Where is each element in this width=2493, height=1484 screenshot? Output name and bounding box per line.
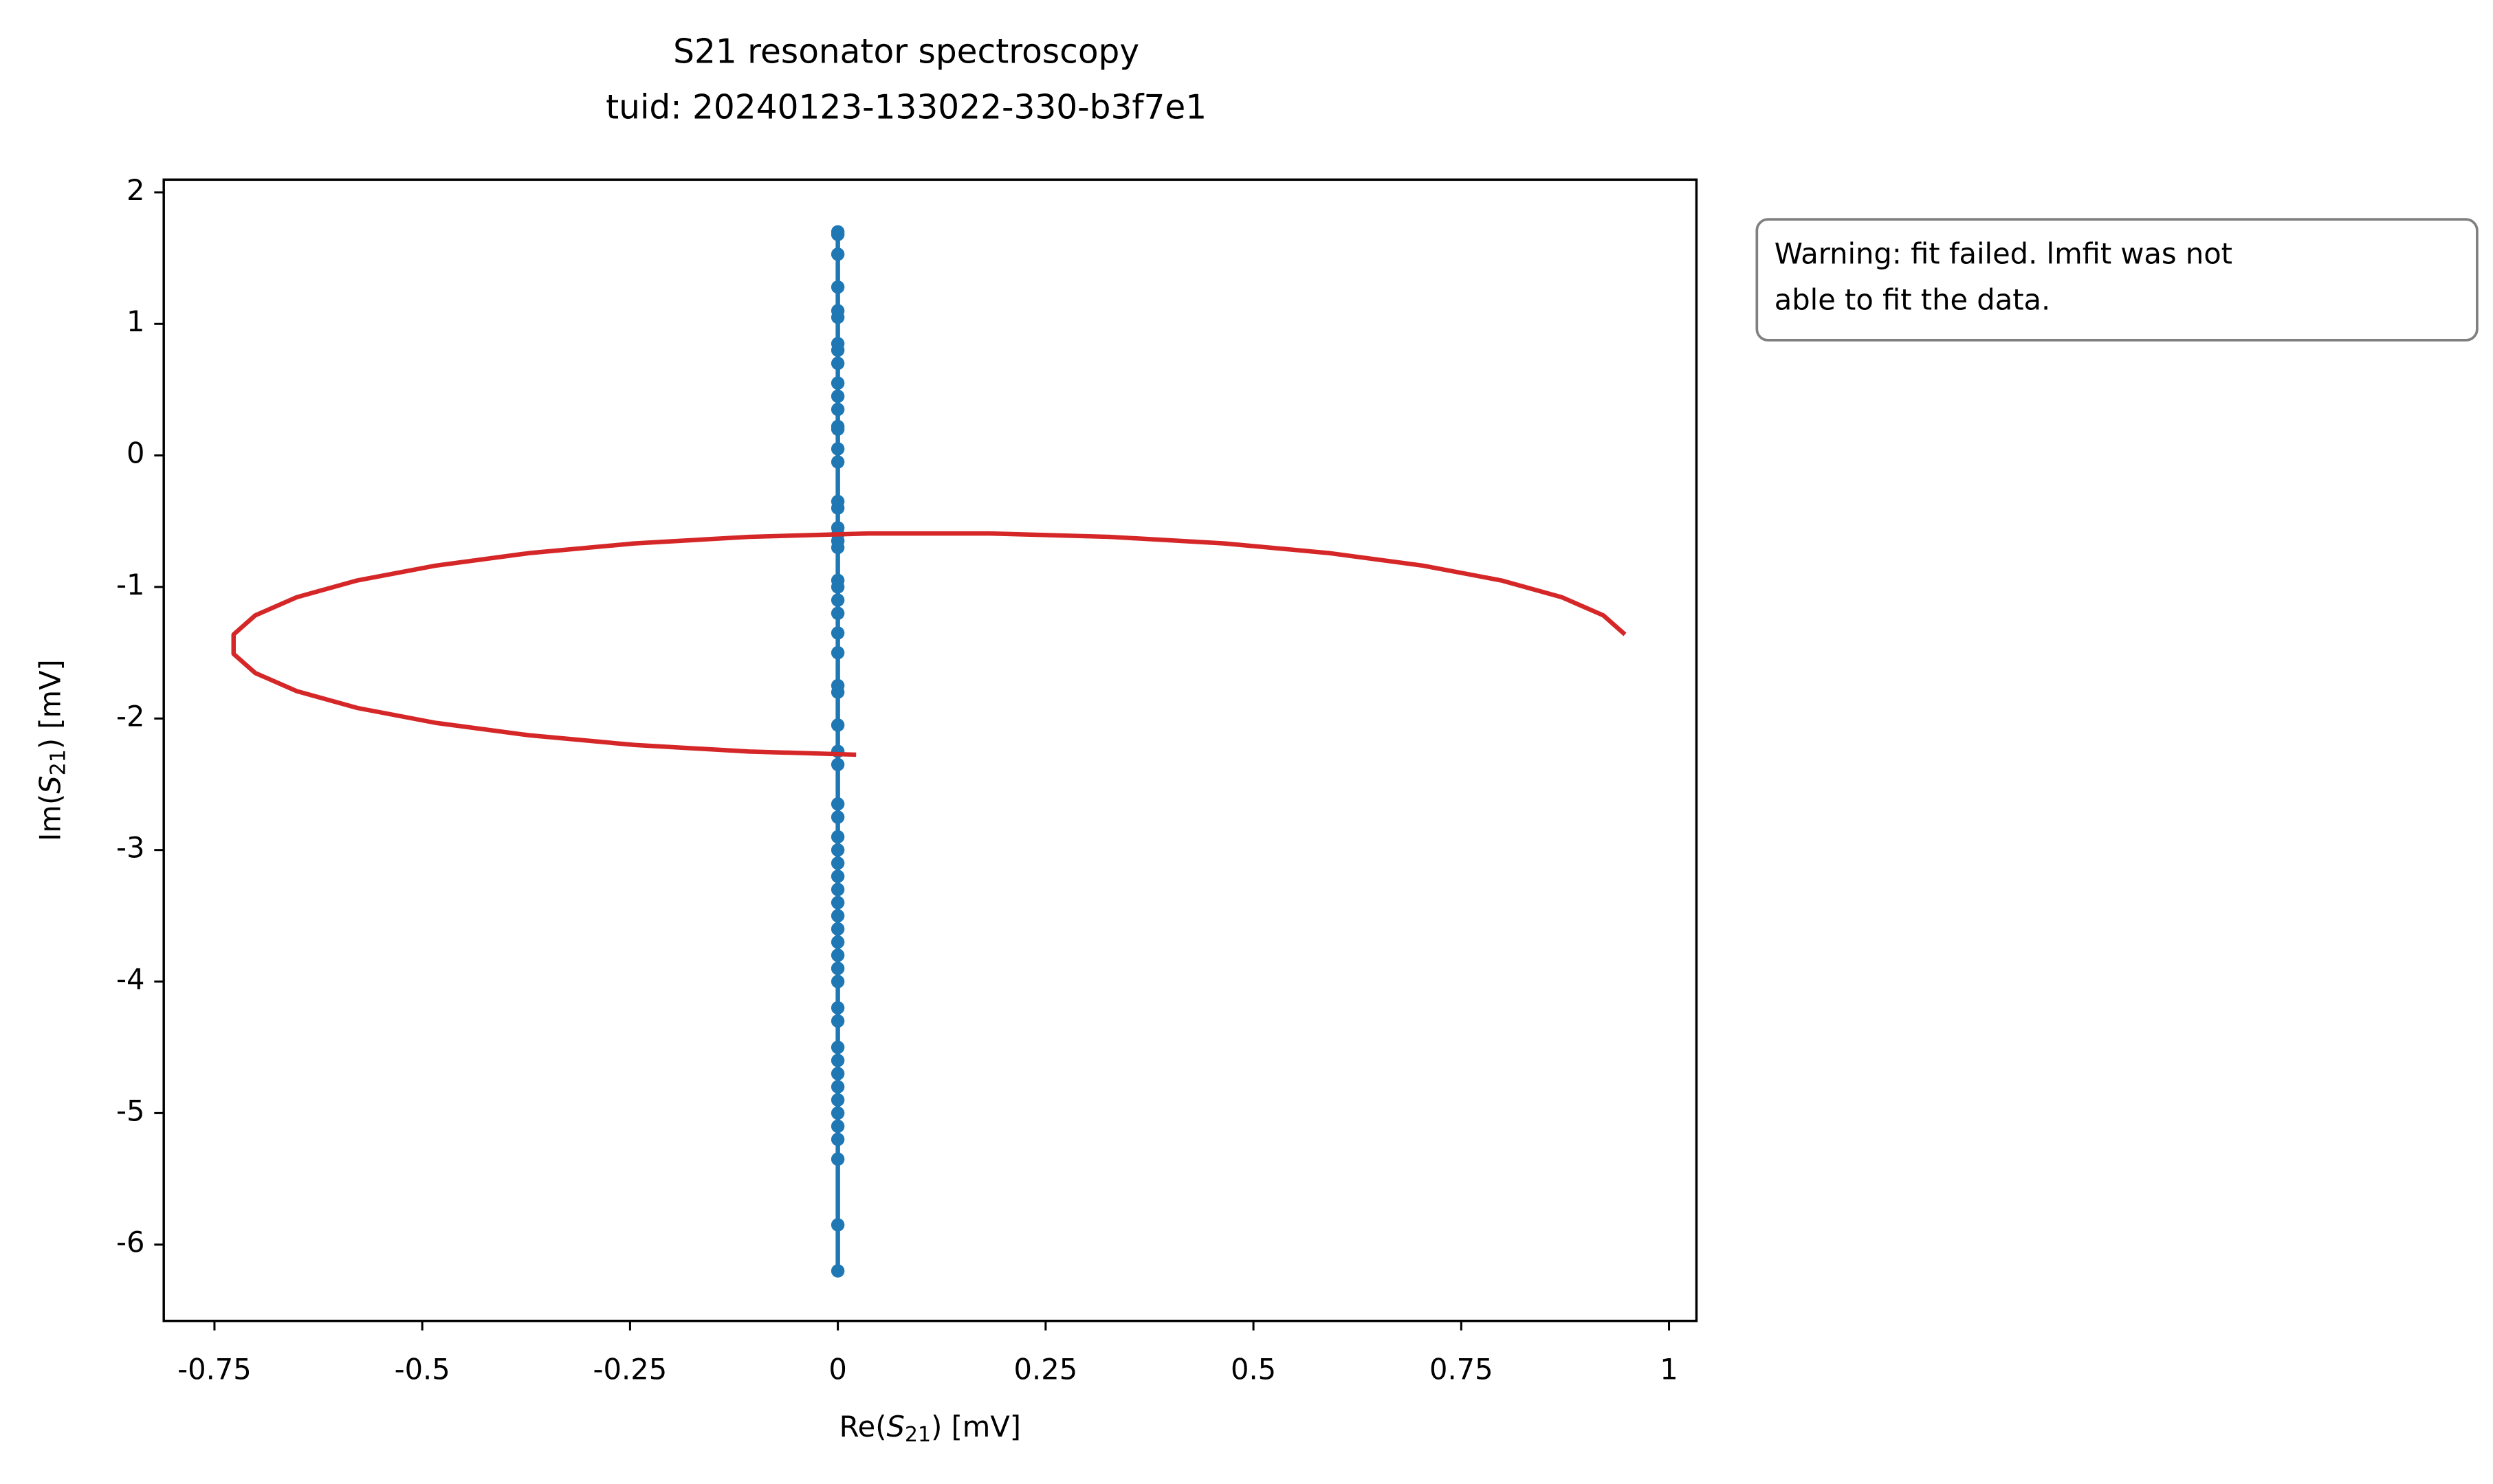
x-tick-label: -0.5 — [395, 1353, 450, 1386]
data-point — [831, 1218, 845, 1232]
data-point — [831, 975, 845, 988]
annotation-line: able to fit the data. — [1775, 283, 2051, 316]
data-point — [831, 626, 845, 640]
data-point — [831, 922, 845, 936]
data-point — [831, 757, 845, 771]
x-tick-label: -0.75 — [177, 1353, 252, 1386]
data-point — [831, 540, 845, 555]
plot-frame — [162, 178, 1698, 1322]
data-point — [831, 310, 845, 324]
data-point — [831, 1067, 845, 1081]
data-point — [831, 1001, 845, 1015]
x-tick-label: 0.75 — [1429, 1353, 1493, 1386]
data-point — [831, 797, 845, 811]
data-point — [831, 1054, 845, 1067]
data-point — [831, 442, 845, 456]
chart-title: S21 resonator spectroscopy — [673, 33, 1139, 71]
data-point — [831, 883, 845, 896]
data-point — [831, 580, 845, 594]
annotation-box — [1755, 218, 2479, 342]
data-point — [831, 1080, 845, 1094]
data-point — [831, 343, 845, 357]
x-tick-label: 0.25 — [1014, 1353, 1078, 1386]
x-tick-label: 1 — [1660, 1353, 1678, 1386]
y-tick-label: 1 — [127, 304, 144, 338]
data-point — [831, 810, 845, 824]
data-point — [831, 1152, 845, 1166]
data-point — [831, 402, 845, 417]
data-point — [831, 935, 845, 949]
data-point — [831, 376, 845, 390]
data-point — [831, 593, 845, 607]
data-point — [831, 455, 845, 469]
data-point — [831, 606, 845, 620]
x-tick-label: 0 — [828, 1353, 846, 1386]
data-point — [831, 685, 845, 699]
data-point — [831, 909, 845, 923]
chart-subtitle: tuid: 20240123-133022-330-b3f7e1 — [606, 89, 1207, 127]
data-point — [831, 1264, 845, 1278]
data-point — [831, 718, 845, 732]
data-point — [831, 280, 845, 294]
y-tick-label: 2 — [127, 173, 144, 207]
data-point — [831, 422, 845, 436]
data-point — [831, 645, 845, 660]
annotation-line: Warning: fit failed. lmfit was not — [1775, 236, 2232, 270]
x-axis-label: Re(S21) [mV] — [839, 1410, 1021, 1447]
data-point — [831, 1093, 845, 1107]
data-point — [831, 830, 845, 844]
x-tick-label: -0.25 — [593, 1353, 668, 1386]
data-point — [831, 1132, 845, 1147]
x-tick-label: 0.5 — [1231, 1353, 1276, 1386]
data-point — [831, 1119, 845, 1133]
data-point — [831, 501, 845, 515]
data-point — [831, 1014, 845, 1028]
data-point — [831, 843, 845, 857]
data-point — [831, 949, 845, 962]
data-point — [831, 389, 845, 403]
data-point — [831, 896, 845, 909]
y-tick-label: -5 — [116, 1094, 145, 1127]
y-tick-label: 0 — [127, 436, 144, 470]
data-line — [231, 531, 1627, 757]
data-point — [831, 870, 845, 883]
data-point — [831, 356, 845, 370]
data-point — [831, 856, 845, 870]
y-axis-label: Im(S21) [mV] — [33, 659, 70, 841]
y-tick-label: -1 — [116, 568, 145, 601]
data-point — [831, 228, 845, 241]
y-tick-label: -2 — [116, 699, 145, 733]
y-tick-label: -3 — [116, 831, 145, 865]
data-point — [831, 247, 845, 261]
data-point — [831, 962, 845, 975]
data-point — [831, 1040, 845, 1054]
y-tick-label: -4 — [116, 962, 145, 996]
data-point — [831, 1106, 845, 1120]
y-tick-label: -6 — [116, 1226, 145, 1259]
